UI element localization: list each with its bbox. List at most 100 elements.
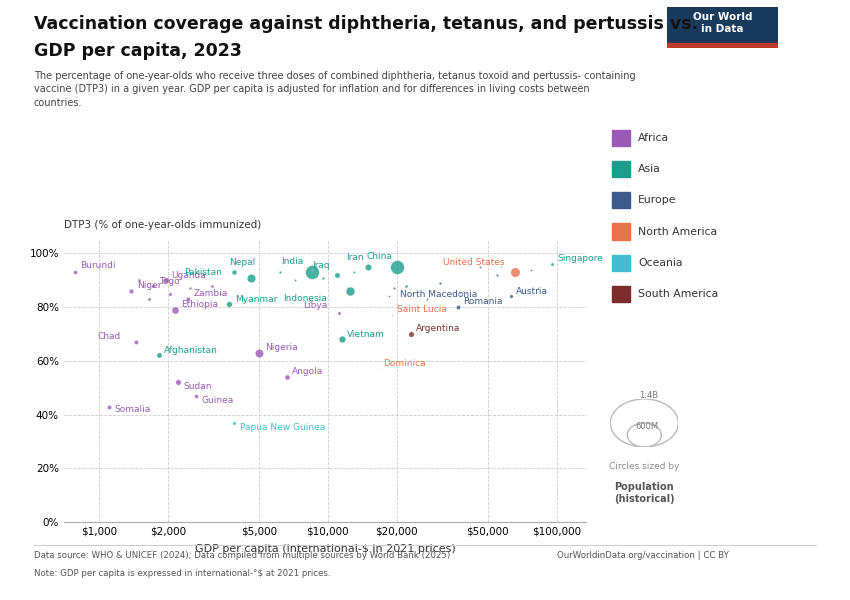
Text: Vietnam: Vietnam <box>348 329 385 338</box>
Text: Indonesia: Indonesia <box>283 294 327 303</box>
Point <box>385 310 399 320</box>
Text: Chad: Chad <box>97 332 121 341</box>
Point <box>68 268 82 277</box>
Point <box>494 262 507 272</box>
Text: Vaccination coverage against diphtheria, tetanus, and pertussis vs.: Vaccination coverage against diphtheria,… <box>34 15 698 33</box>
Point <box>473 262 486 272</box>
Text: Papua New Guinea: Papua New Guinea <box>240 422 326 431</box>
Point <box>159 275 173 285</box>
Text: Dominica: Dominica <box>383 359 426 368</box>
Point <box>332 308 346 317</box>
Point <box>223 299 236 309</box>
Text: OurWorldinData.org/vaccination | CC BY: OurWorldinData.org/vaccination | CC BY <box>557 551 728 560</box>
Point <box>347 268 360 277</box>
Text: Nepal: Nepal <box>229 258 255 267</box>
Text: United States: United States <box>443 258 505 267</box>
Point <box>280 372 293 382</box>
Text: Iran: Iran <box>346 253 364 262</box>
Text: Nigeria: Nigeria <box>264 343 298 352</box>
Point <box>171 377 184 387</box>
Text: India: India <box>281 257 303 266</box>
Point <box>434 278 447 288</box>
Text: Somalia: Somalia <box>114 405 150 414</box>
Point <box>228 268 241 277</box>
Point <box>316 273 330 283</box>
Text: Afghanistan: Afghanistan <box>164 346 218 355</box>
Text: Data source: WHO & UNICEF (2024); Data compiled from multiple sources by World B: Data source: WHO & UNICEF (2024); Data c… <box>34 551 451 560</box>
Point <box>102 402 116 412</box>
Point <box>184 284 197 293</box>
Point <box>390 262 404 272</box>
Point <box>168 305 182 314</box>
Point <box>244 273 258 283</box>
Point <box>129 337 143 347</box>
Text: Argentina: Argentina <box>416 324 461 333</box>
Text: Togo: Togo <box>159 277 179 286</box>
Text: Sudan: Sudan <box>183 382 212 391</box>
Point <box>288 275 302 285</box>
Point <box>490 270 504 280</box>
Point <box>205 281 218 290</box>
Point <box>252 348 266 358</box>
Point <box>305 265 319 274</box>
Point <box>181 294 195 304</box>
Point <box>142 294 156 304</box>
Point <box>504 292 518 301</box>
Text: Niger: Niger <box>137 281 162 290</box>
Text: North Macedonia: North Macedonia <box>400 290 477 299</box>
Text: 600M: 600M <box>635 422 659 431</box>
Text: Guinea: Guinea <box>201 396 234 405</box>
Text: Angola: Angola <box>292 367 324 376</box>
Point <box>228 418 241 427</box>
Text: Zambia: Zambia <box>194 289 228 298</box>
Text: Europe: Europe <box>638 196 677 205</box>
Point <box>124 286 138 296</box>
Text: 1:4B: 1:4B <box>639 391 658 400</box>
Text: China: China <box>366 251 392 260</box>
Point <box>190 391 203 401</box>
Point <box>274 268 287 277</box>
Point <box>545 259 558 269</box>
Text: Asia: Asia <box>638 164 661 174</box>
Text: Circles sized by: Circles sized by <box>609 462 679 471</box>
Point <box>331 270 344 280</box>
Text: Saint Lucia: Saint Lucia <box>397 305 447 314</box>
Text: Pakistan: Pakistan <box>184 268 222 277</box>
Point <box>420 294 434 304</box>
Text: Our World
in Data: Our World in Data <box>693 11 752 34</box>
X-axis label: GDP per capita (international-$ in 2021 prices): GDP per capita (international-$ in 2021 … <box>195 544 456 554</box>
Text: Iraq: Iraq <box>313 261 330 270</box>
Point <box>335 335 348 344</box>
Bar <box>667 43 778 48</box>
Point <box>404 329 417 339</box>
Point <box>400 281 413 290</box>
Text: Myanmar: Myanmar <box>235 295 277 304</box>
Text: Austria: Austria <box>516 287 548 296</box>
Point <box>371 364 384 374</box>
Text: North America: North America <box>638 227 717 236</box>
Text: Ethiopia: Ethiopia <box>181 300 218 309</box>
Text: Uganda: Uganda <box>171 271 206 280</box>
Point <box>133 275 146 285</box>
Text: Africa: Africa <box>638 133 670 143</box>
Text: Romania: Romania <box>463 298 503 307</box>
Text: Population
(historical): Population (historical) <box>614 482 675 504</box>
Point <box>388 284 401 293</box>
Point <box>305 268 319 277</box>
Point <box>451 302 465 312</box>
Point <box>382 292 396 301</box>
Text: Libya: Libya <box>303 301 327 310</box>
Point <box>343 286 357 296</box>
Text: Oceania: Oceania <box>638 258 683 268</box>
Point <box>146 281 160 290</box>
Text: Burundi: Burundi <box>80 261 116 270</box>
Point <box>531 284 545 293</box>
Text: DTP3 (% of one-year-olds immunized): DTP3 (% of one-year-olds immunized) <box>64 220 261 230</box>
Text: South America: South America <box>638 289 718 299</box>
Text: GDP per capita, 2023: GDP per capita, 2023 <box>34 42 242 60</box>
Text: The percentage of one-year-olds who receive three doses of combined diphtheria, : The percentage of one-year-olds who rece… <box>34 71 636 108</box>
Point <box>524 265 537 274</box>
Text: Note: GDP per capita is expressed in international-°$ at 2021 prices.: Note: GDP per capita is expressed in int… <box>34 569 331 578</box>
Text: Singapore: Singapore <box>557 254 603 263</box>
Point <box>164 289 178 299</box>
